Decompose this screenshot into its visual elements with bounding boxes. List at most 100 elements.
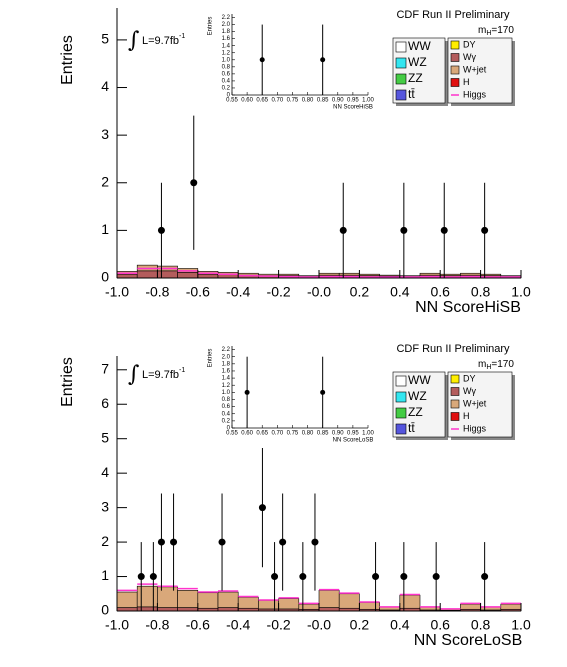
x-tick-label: -1.0 (105, 617, 129, 633)
legend-label: ZZ (408, 71, 423, 85)
inset-x-tick-label: 0.85 (317, 98, 329, 104)
y-tick-label: 5 (101, 429, 109, 445)
chart-title: CDF Run II Preliminary (396, 343, 510, 355)
mass-value: =170 (491, 25, 514, 36)
inset-y-tick-label: 2.0 (222, 22, 231, 28)
inset-y-tick-label: 0 (227, 93, 231, 99)
x-tick-label: -1.0 (105, 284, 129, 300)
inset-x-tick-label: 0.80 (302, 98, 314, 104)
lumi-sup: -1 (179, 33, 185, 40)
legend-swatch (450, 53, 460, 62)
legend-label: WZ (408, 55, 427, 69)
mass-subscript: H (486, 30, 491, 37)
x-tick-label: 0.6 (430, 284, 450, 300)
lumi-text: L=9.7fb (142, 35, 179, 47)
inset-y-tick-label: 0.2 (222, 418, 231, 424)
legend-swatch (450, 399, 460, 409)
hist-bar (217, 607, 239, 612)
hist-bar (157, 586, 178, 608)
y-tick-label: 5 (101, 31, 109, 47)
hist-bar (177, 271, 199, 279)
hist-bar (157, 270, 178, 279)
inset-x-tick-label: 0.70 (271, 431, 283, 437)
hist-bar (136, 270, 158, 279)
x-tick-label: -0.8 (145, 617, 169, 633)
data-point (149, 573, 157, 581)
legend-label: tt̄ (408, 87, 415, 101)
x-tick-label: -0.4 (226, 284, 250, 300)
mass-value: =170 (491, 359, 514, 370)
inset-y-tick-label: 0.4 (222, 411, 231, 417)
hist-bar (318, 590, 340, 608)
hist-bar (480, 273, 502, 276)
legend-swatch (395, 89, 407, 101)
hist-bar (359, 602, 380, 610)
y-tick-label: 4 (101, 78, 109, 94)
hist-bar (379, 606, 401, 611)
legend-swatch (395, 407, 407, 419)
inset-y-tick-label: 1.8 (222, 361, 231, 367)
x-axis-label: NN ScoreHiSB (415, 299, 521, 316)
y-tick-label: 1 (101, 221, 109, 237)
legend-swatch (450, 65, 460, 75)
data-point (320, 389, 326, 395)
data-point (137, 573, 145, 581)
hist-bar (136, 585, 158, 608)
legend-label: DY (463, 39, 476, 49)
data-point (311, 538, 319, 546)
hist-bar (177, 590, 199, 608)
legend-label: WW (408, 39, 431, 53)
hist-bar (500, 603, 522, 610)
x-tick-label: 0.8 (471, 617, 491, 633)
y-tick-label: 4 (101, 464, 109, 480)
x-tick-label: -0.2 (267, 617, 291, 633)
inset-y-tick-label: 0.8 (222, 64, 231, 70)
data-point (279, 538, 287, 546)
title-box (391, 8, 515, 22)
x-tick-label: -0.2 (267, 284, 291, 300)
hist-bar (197, 592, 219, 609)
legend-swatch (450, 374, 460, 384)
data-point (432, 573, 440, 581)
hist-bar (116, 273, 138, 279)
inset-x-tick-label: 0.60 (241, 431, 253, 437)
inset-y-tick-label: 1.6 (222, 369, 231, 375)
legend-label: Wγ (463, 52, 476, 62)
y-tick-label: 0 (101, 269, 109, 285)
hist-bar (197, 273, 219, 279)
inset-x-tick-label: 0.90 (332, 431, 344, 437)
legend-label: WW (408, 373, 431, 387)
legend-label: tt̄ (408, 421, 415, 435)
mass-symbol: m (478, 359, 486, 370)
data-point (157, 226, 165, 234)
y-axis-label: Entries (59, 357, 76, 407)
x-tick-label: 0.8 (471, 284, 491, 300)
mass-label: mH=170 (478, 359, 514, 371)
data-point (481, 573, 489, 581)
hist-bar (318, 272, 340, 276)
inset-y-tick-label: 1.4 (222, 376, 231, 382)
hist-bar (460, 603, 481, 610)
y-tick-label: 1 (101, 567, 109, 583)
hist-bar (318, 607, 340, 612)
data-point (157, 538, 165, 546)
legend-swatch (395, 41, 407, 53)
inset-y-label: Entries (208, 17, 214, 36)
inset-x-tick-label: 0.90 (332, 98, 344, 104)
inset-y-tick-label: 2.0 (222, 354, 231, 360)
legend-label: DY (463, 373, 476, 383)
x-axis-label: NN ScoreLoSB (414, 632, 523, 649)
lumi-label: L=9.7fb-1 (142, 33, 185, 47)
inset-y-tick-label: 2.2 (222, 15, 231, 21)
hist-bar (217, 591, 239, 608)
data-point (258, 504, 266, 512)
y-tick-label: 2 (101, 533, 109, 549)
integral-sign: ∫ (128, 362, 140, 387)
inset-y-tick-label: 0.2 (222, 86, 231, 92)
x-tick-label: 0.4 (390, 617, 410, 633)
inset-x-tick-label: 0.75 (287, 431, 299, 437)
inset-y-label: Entries (208, 349, 214, 368)
legend-label: H (463, 411, 470, 421)
y-tick-label: 0 (101, 602, 109, 618)
inset-x-tick-label: 1.00 (362, 431, 374, 437)
